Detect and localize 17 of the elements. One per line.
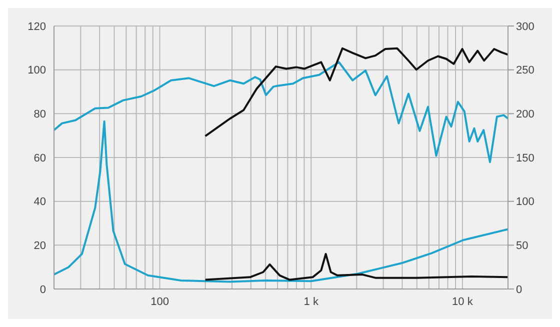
y2-tick-label: 200 bbox=[516, 108, 534, 121]
y-tick-label: 20 bbox=[34, 240, 46, 252]
y-tick-label: 60 bbox=[34, 152, 46, 164]
y-tick-label: 0 bbox=[40, 284, 46, 296]
y-tick-label: 40 bbox=[34, 196, 46, 208]
x-tick-label: 10 k bbox=[452, 296, 474, 308]
y2-tick-label: 250 bbox=[516, 64, 534, 77]
y-tick-label: 100 bbox=[28, 64, 46, 77]
y-tick-label: 80 bbox=[34, 108, 46, 121]
y2-tick-label: 150 bbox=[516, 152, 534, 164]
x-tick-label: 100 bbox=[150, 296, 169, 308]
y2-tick-label: 50 bbox=[516, 240, 528, 252]
y2-tick-label: 100 bbox=[516, 196, 534, 208]
y2-tick-label: 0 bbox=[516, 284, 522, 296]
x-tick-label: 1 k bbox=[304, 296, 319, 308]
y-tick-label: 120 bbox=[28, 20, 46, 33]
y2-tick-label: 300 bbox=[516, 20, 534, 33]
